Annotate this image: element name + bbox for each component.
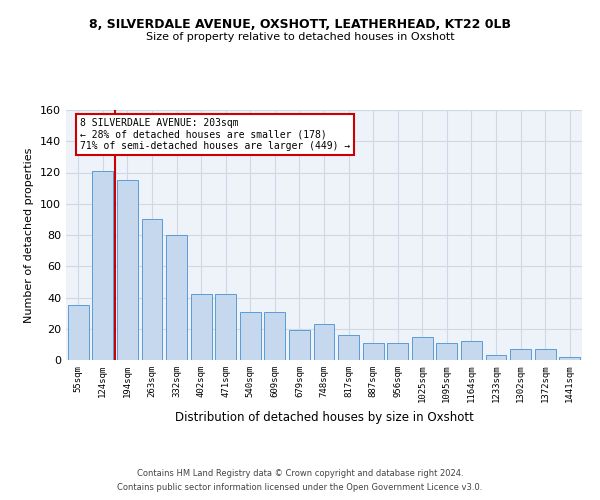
Bar [166, 235, 187, 360]
Text: Contains public sector information licensed under the Open Government Licence v3: Contains public sector information licen… [118, 484, 482, 492]
Bar [338, 335, 359, 360]
Bar [362, 343, 383, 360]
X-axis label: Distribution of detached houses by size in Oxshott: Distribution of detached houses by size … [175, 411, 473, 424]
Text: Size of property relative to detached houses in Oxshott: Size of property relative to detached ho… [146, 32, 454, 42]
Bar [510, 349, 531, 360]
Bar [142, 220, 163, 360]
Bar [535, 349, 556, 360]
Text: Contains HM Land Registry data © Crown copyright and database right 2024.: Contains HM Land Registry data © Crown c… [137, 468, 463, 477]
Bar [92, 171, 113, 360]
Bar [314, 324, 334, 360]
Bar [436, 343, 457, 360]
Bar [240, 312, 261, 360]
Text: 8, SILVERDALE AVENUE, OXSHOTT, LEATHERHEAD, KT22 0LB: 8, SILVERDALE AVENUE, OXSHOTT, LEATHERHE… [89, 18, 511, 30]
Bar [191, 294, 212, 360]
Bar [215, 294, 236, 360]
Bar [265, 312, 286, 360]
Bar [559, 357, 580, 360]
Text: 8 SILVERDALE AVENUE: 203sqm
← 28% of detached houses are smaller (178)
71% of se: 8 SILVERDALE AVENUE: 203sqm ← 28% of det… [80, 118, 350, 151]
Y-axis label: Number of detached properties: Number of detached properties [25, 148, 34, 322]
Bar [461, 341, 482, 360]
Bar [485, 356, 506, 360]
Bar [412, 336, 433, 360]
Bar [289, 330, 310, 360]
Bar [68, 306, 89, 360]
Bar [387, 343, 408, 360]
Bar [117, 180, 138, 360]
